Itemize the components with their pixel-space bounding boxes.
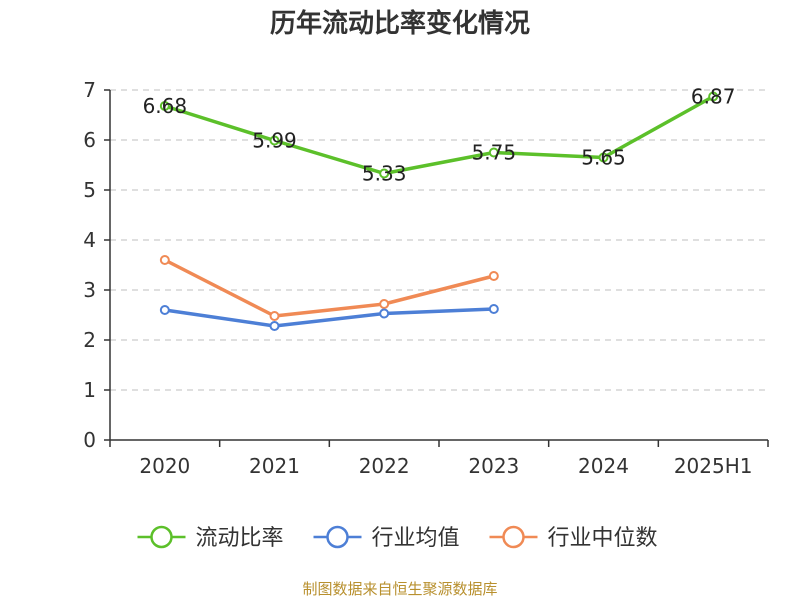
x-tick-label-3: 2023 [468,454,519,478]
y-tick-label-0: 0 [83,428,96,452]
y-tick-label-2: 2 [83,328,96,352]
x-tick-label-5: 2025H1 [674,454,753,478]
y-tick-label-6: 6 [83,128,96,152]
axis-layer: 0 1 2 3 4 5 6 7 2020 2021 2022 2023 2024 2025H1 [83,78,769,478]
series-1-point-2 [379,308,390,319]
x-tick-label-1: 2021 [249,454,300,478]
series-1-point-3 [488,304,499,314]
data-label-4: 5.65 [581,146,626,170]
data-label-1: 5.99 [252,129,297,153]
x-tick-label-4: 2024 [578,454,629,478]
x-tick-label-0: 2020 [139,454,190,478]
series-line-1 [163,307,496,328]
series-0-point-2 [379,168,390,179]
y-tick-label-1: 1 [83,378,96,402]
series-2-point-3 [488,271,499,281]
series-1-point-0 [159,305,170,315]
source-note: 制图数据来自恒生聚源数据库 [302,580,497,598]
series-2-point-2 [379,299,390,309]
legend-marker-0 [150,525,173,549]
data-label-0: 6.68 [143,94,188,118]
data-label-3: 5.75 [472,141,517,165]
legend-label-2: 行业中位数 [548,526,658,551]
series-2-point-0 [159,255,170,265]
series-0-point-3 [488,147,499,158]
data-label-layer: 6.68 5.99 5.33 5.75 5.65 6.87 [143,85,736,186]
legend-label-0: 流动比率 [196,526,284,551]
series-line-2 [163,258,496,318]
data-label-5: 6.87 [691,85,736,109]
x-tick-label-2: 2022 [359,454,410,478]
series-2-point-1 [269,311,280,321]
legend-label-1: 行业均值 [372,526,460,551]
y-tick-label-3: 3 [83,278,96,302]
y-tick-label-4: 4 [83,228,96,252]
y-tick-label-5: 5 [83,178,96,202]
series-1-point-1 [269,321,280,331]
series-0-point-1 [269,135,280,146]
legend-marker-1 [326,525,349,549]
series-0-point-0 [159,101,170,111]
chart-title: 历年流动比率变化情况 [270,8,530,39]
series-layer [159,91,719,331]
series-0-point-5 [708,91,719,102]
legend: 流动比率 行业均值 行业中位数 [137,525,658,551]
legend-marker-2 [502,525,525,549]
data-label-2: 5.33 [362,162,407,186]
grid-layer [110,89,768,391]
y-tick-label-7: 7 [83,78,96,102]
series-line-0 [163,94,715,176]
series-0-point-4 [598,152,609,163]
